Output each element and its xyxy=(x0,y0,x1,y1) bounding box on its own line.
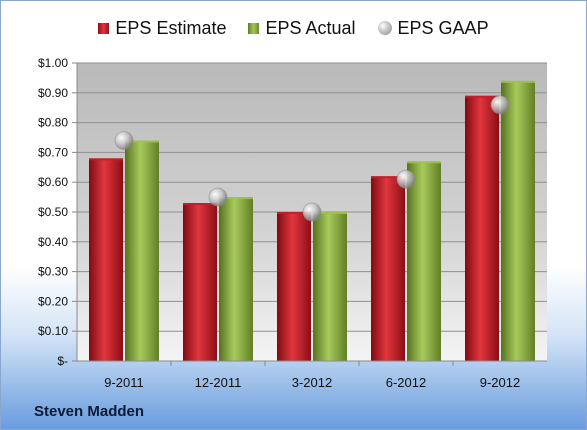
x-axis-ticks: 9-2011 12-2011 3-2012 6-2012 9-2012 xyxy=(104,361,520,390)
x-tick-label: 3-2012 xyxy=(292,375,332,390)
x-tick-label: 6-2012 xyxy=(386,375,426,390)
bar-eps-estimate xyxy=(89,158,123,361)
legend-label-gaap: EPS GAAP xyxy=(397,17,489,38)
marker-eps-gaap xyxy=(490,95,510,115)
bar-eps-estimate xyxy=(371,176,405,361)
legend-label-estimate: EPS Estimate xyxy=(115,17,227,38)
y-tick-label: $0.10 xyxy=(38,324,68,338)
marker-eps-gaap xyxy=(208,187,228,207)
legend: EPS Estimate EPS Actual EPS GAAP xyxy=(1,17,586,39)
marker-eps-gaap xyxy=(396,169,416,189)
marker-eps-gaap xyxy=(114,130,134,150)
bar-eps-actual xyxy=(501,80,535,361)
y-tick-label: $0.50 xyxy=(38,205,68,219)
bar-eps-actual xyxy=(125,140,159,361)
legend-swatch-gaap xyxy=(377,21,392,35)
x-tick-label: 9-2012 xyxy=(480,375,520,390)
legend-swatch-estimate xyxy=(98,22,110,34)
bar-cap-eps-actual xyxy=(501,80,535,83)
y-tick-label: $0.70 xyxy=(38,145,68,159)
bar-cap-eps-estimate xyxy=(89,158,123,161)
bar-eps-estimate xyxy=(465,95,499,361)
legend-item-estimate: EPS Estimate xyxy=(98,18,226,39)
bar-eps-estimate xyxy=(277,212,311,361)
bar-cap-eps-actual xyxy=(219,197,253,200)
bar-eps-actual xyxy=(407,161,441,361)
y-tick-label: $0.90 xyxy=(38,86,68,100)
bar-cap-eps-actual xyxy=(407,161,441,164)
y-tick-label: $0.80 xyxy=(38,116,68,130)
y-tick-label: $0.40 xyxy=(38,235,68,249)
y-axis-ticks: $- $0.10 $0.20 $0.30 $0.40 $0.50 $0.60 $0.70 $0.… xyxy=(38,56,77,368)
bar-cap-eps-actual xyxy=(313,212,347,214)
y-tick-label: $0.60 xyxy=(38,175,68,189)
bar-cap-eps-estimate xyxy=(183,203,217,206)
x-tick-label: 9-2011 xyxy=(104,375,144,390)
legend-item-actual: EPS Actual xyxy=(248,17,356,39)
y-tick-label: $1.00 xyxy=(38,56,68,70)
marker-eps-gaap xyxy=(302,202,322,222)
bar-eps-estimate xyxy=(183,203,217,361)
bar-cap-eps-estimate xyxy=(371,176,405,179)
legend-label-actual: EPS Actual xyxy=(265,17,356,38)
bar-cap-eps-estimate xyxy=(277,212,311,214)
y-tick-label: $- xyxy=(57,354,68,368)
x-tick-label: 12-2011 xyxy=(195,375,242,390)
bar-cap-eps-actual xyxy=(125,140,159,143)
bar-eps-actual xyxy=(313,212,347,361)
legend-item-gaap: EPS GAAP xyxy=(377,17,489,39)
bar-layer xyxy=(89,80,535,361)
gaap-marker-layer xyxy=(114,95,510,222)
bar-eps-actual xyxy=(219,197,253,361)
y-tick-label: $0.30 xyxy=(38,265,68,279)
bar-cap-eps-estimate xyxy=(465,95,499,98)
y-tick-label: $0.20 xyxy=(38,294,68,308)
legend-swatch-actual xyxy=(248,22,260,34)
company-label: Steven Madden xyxy=(34,403,145,420)
